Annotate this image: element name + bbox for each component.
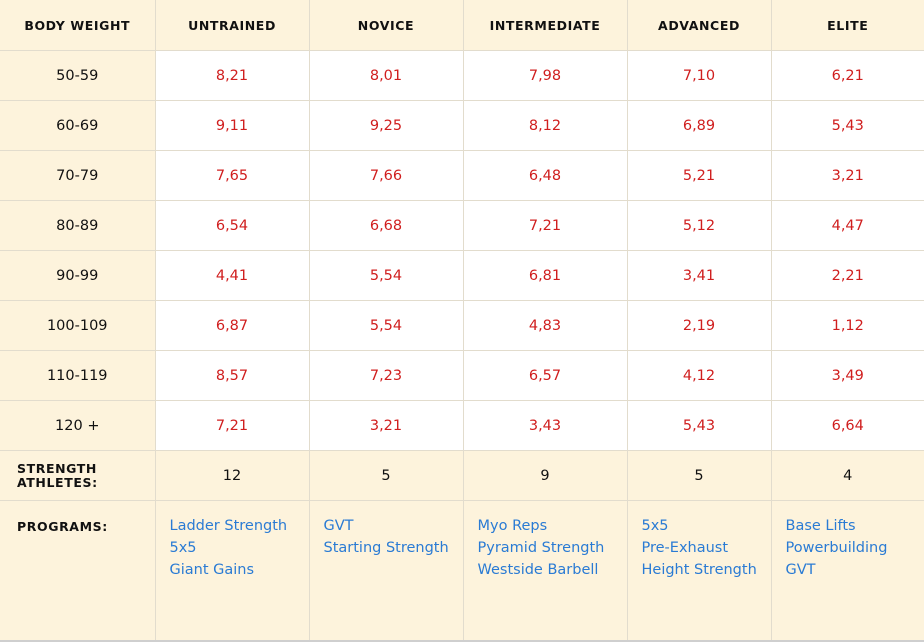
program-link[interactable]: Starting Strength (324, 537, 463, 559)
value-cell: 7,66 (309, 151, 463, 201)
value-cell: 6,21 (771, 51, 924, 101)
program-link[interactable]: Pre-Exhaust (642, 537, 771, 559)
program-link[interactable]: 5x5 (642, 515, 771, 537)
header-body-weight: BODY WEIGHT (0, 0, 155, 51)
program-link[interactable]: Pyramid Strength (478, 537, 627, 559)
value-cell: 5,43 (771, 101, 924, 151)
value-cell: 3,41 (627, 251, 771, 301)
program-link[interactable]: Base Lifts (786, 515, 924, 537)
programs-cell-elite: Base Lifts Powerbuilding GVT (771, 501, 924, 642)
header-untrained: UNTRAINED (155, 0, 309, 51)
table-row: 50-59 8,21 8,01 7,98 7,10 6,21 (0, 51, 924, 101)
value-cell: 2,19 (627, 301, 771, 351)
strength-athletes-row: STRENGTH ATHLETES: 12 5 9 5 4 (0, 451, 924, 501)
value-cell: 4,41 (155, 251, 309, 301)
value-cell: 3,21 (309, 401, 463, 451)
athlete-count-cell: 9 (463, 451, 627, 501)
program-link[interactable]: Myo Reps (478, 515, 627, 537)
table-row: 70-79 7,65 7,66 6,48 5,21 3,21 (0, 151, 924, 201)
value-cell: 6,54 (155, 201, 309, 251)
strength-athletes-label-line1: STRENGTH (17, 461, 97, 476)
value-cell: 7,98 (463, 51, 627, 101)
athlete-count-cell: 4 (771, 451, 924, 501)
value-cell: 9,25 (309, 101, 463, 151)
weight-cell: 120 + (0, 401, 155, 451)
value-cell: 6,57 (463, 351, 627, 401)
header-advanced: ADVANCED (627, 0, 771, 51)
programs-row: PROGRAMS: Ladder Strength 5x5 Giant Gain… (0, 501, 924, 642)
program-link[interactable]: 5x5 (170, 537, 309, 559)
strength-athletes-label: STRENGTH ATHLETES: (0, 451, 155, 501)
value-cell: 7,23 (309, 351, 463, 401)
table-row: 90-99 4,41 5,54 6,81 3,41 2,21 (0, 251, 924, 301)
programs-cell-intermediate: Myo Reps Pyramid Strength Westside Barbe… (463, 501, 627, 642)
table-row: 80-89 6,54 6,68 7,21 5,12 4,47 (0, 201, 924, 251)
athlete-count-cell: 5 (309, 451, 463, 501)
strength-athletes-label-line2: ATHLETES: (17, 475, 98, 490)
value-cell: 9,11 (155, 101, 309, 151)
value-cell: 8,57 (155, 351, 309, 401)
header-elite: ELITE (771, 0, 924, 51)
table-row: 100-109 6,87 5,54 4,83 2,19 1,12 (0, 301, 924, 351)
program-link[interactable]: Height Strength (642, 559, 771, 581)
header-row: BODY WEIGHT UNTRAINED NOVICE INTERMEDIAT… (0, 0, 924, 51)
weight-cell: 90-99 (0, 251, 155, 301)
program-link[interactable]: Giant Gains (170, 559, 309, 581)
weight-cell: 80-89 (0, 201, 155, 251)
value-cell: 6,81 (463, 251, 627, 301)
athlete-count-cell: 12 (155, 451, 309, 501)
header-novice: NOVICE (309, 0, 463, 51)
programs-cell-advanced: 5x5 Pre-Exhaust Height Strength (627, 501, 771, 642)
value-cell: 3,43 (463, 401, 627, 451)
athlete-count-cell: 5 (627, 451, 771, 501)
value-cell: 6,68 (309, 201, 463, 251)
table-row: 60-69 9,11 9,25 8,12 6,89 5,43 (0, 101, 924, 151)
value-cell: 8,12 (463, 101, 627, 151)
value-cell: 4,12 (627, 351, 771, 401)
value-cell: 6,87 (155, 301, 309, 351)
value-cell: 5,54 (309, 301, 463, 351)
value-cell: 2,21 (771, 251, 924, 301)
weight-cell: 100-109 (0, 301, 155, 351)
table-row: 110-119 8,57 7,23 6,57 4,12 3,49 (0, 351, 924, 401)
value-cell: 3,21 (771, 151, 924, 201)
value-cell: 4,83 (463, 301, 627, 351)
value-cell: 7,65 (155, 151, 309, 201)
value-cell: 7,21 (155, 401, 309, 451)
weight-cell: 60-69 (0, 101, 155, 151)
programs-cell-novice: GVT Starting Strength (309, 501, 463, 642)
value-cell: 6,64 (771, 401, 924, 451)
programs-label: PROGRAMS: (0, 501, 155, 642)
program-link[interactable]: Ladder Strength (170, 515, 309, 537)
program-link[interactable]: Westside Barbell (478, 559, 627, 581)
weight-cell: 50-59 (0, 51, 155, 101)
header-intermediate: INTERMEDIATE (463, 0, 627, 51)
value-cell: 8,01 (309, 51, 463, 101)
program-link[interactable]: Powerbuilding (786, 537, 924, 559)
table-row: 120 + 7,21 3,21 3,43 5,43 6,64 (0, 401, 924, 451)
value-cell: 7,21 (463, 201, 627, 251)
value-cell: 7,10 (627, 51, 771, 101)
value-cell: 3,49 (771, 351, 924, 401)
value-cell: 5,21 (627, 151, 771, 201)
value-cell: 5,54 (309, 251, 463, 301)
weight-cell: 110-119 (0, 351, 155, 401)
programs-cell-untrained: Ladder Strength 5x5 Giant Gains (155, 501, 309, 642)
weight-cell: 70-79 (0, 151, 155, 201)
value-cell: 8,21 (155, 51, 309, 101)
program-link[interactable]: GVT (786, 559, 924, 581)
value-cell: 4,47 (771, 201, 924, 251)
program-link[interactable]: GVT (324, 515, 463, 537)
value-cell: 5,43 (627, 401, 771, 451)
value-cell: 6,48 (463, 151, 627, 201)
value-cell: 1,12 (771, 301, 924, 351)
value-cell: 5,12 (627, 201, 771, 251)
value-cell: 6,89 (627, 101, 771, 151)
